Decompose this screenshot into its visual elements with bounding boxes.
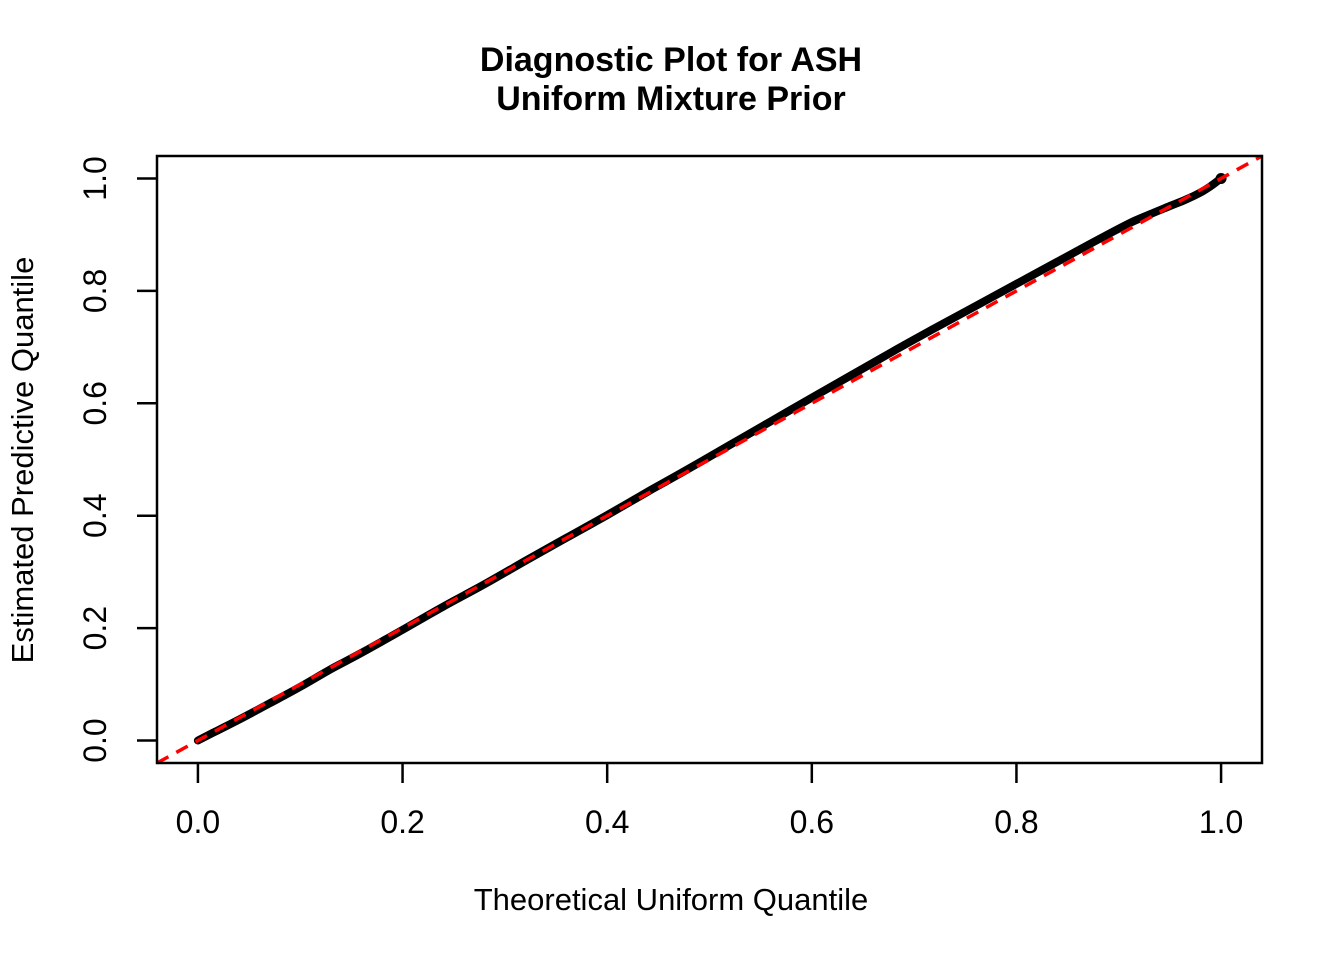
y-axis-tick-label: 0.0 <box>77 718 113 762</box>
y-axis-tick-label: 0.6 <box>77 381 113 425</box>
chart-title-line-2: Uniform Mixture Prior <box>496 80 846 118</box>
x-axis-tick-label: 1.0 <box>1199 804 1243 840</box>
x-axis-tick-label: 0.8 <box>994 804 1038 840</box>
y-axis-tick-label: 0.4 <box>77 493 113 537</box>
y-axis-tick-label: 0.2 <box>77 606 113 650</box>
y-axis-tick-label: 1.0 <box>77 156 113 200</box>
y-axis-label: Estimated Predictive Quantile <box>5 256 40 664</box>
chart-title: Diagnostic Plot for ASH Uniform Mixture … <box>480 41 862 119</box>
chart-title-line-1: Diagnostic Plot for ASH <box>479 41 863 79</box>
plot-box <box>155 154 1264 765</box>
x-axis-tick-label: 0.6 <box>790 804 834 840</box>
reference-diagonal-line <box>156 154 1263 765</box>
x-axis-tick-label: 0.2 <box>380 804 424 840</box>
x-axis-tick-label: 0.0 <box>176 804 220 840</box>
x-axis-label: Theoretical Uniform Quantile <box>473 882 869 917</box>
x-axis-tick-label: 0.4 <box>585 804 629 840</box>
y-axis-tick-label: 0.8 <box>77 269 113 313</box>
